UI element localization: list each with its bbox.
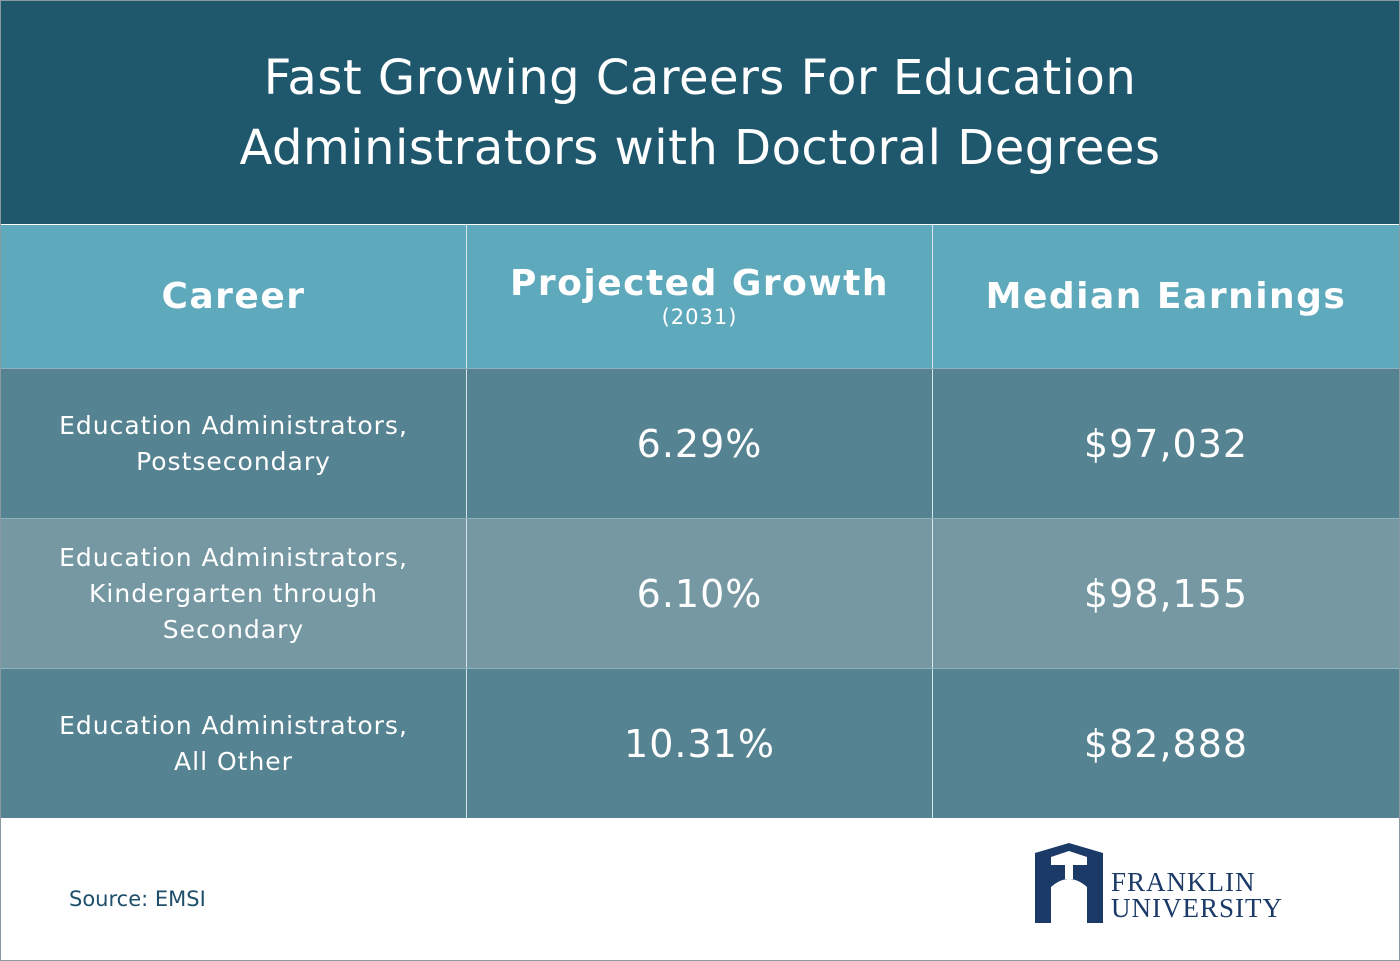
value-cell: $97,032 bbox=[933, 369, 1399, 518]
logo-text: FRANKLIN UNIVERSITY bbox=[1111, 867, 1283, 923]
career-cell: Education Administrators, All Other bbox=[1, 669, 467, 818]
table-row: Education Administrators, Postsecondary 6.… bbox=[1, 368, 1399, 518]
column-label: Career bbox=[161, 276, 306, 317]
career-line: Education Administrators, bbox=[59, 542, 408, 572]
logo-line: FRANKLIN bbox=[1111, 867, 1256, 897]
column-header-row: Career Projected Growth (2031) Median Ear… bbox=[1, 225, 1399, 368]
cell-value: $97,032 bbox=[1083, 421, 1249, 466]
career-line: Kindergarten through bbox=[89, 578, 378, 608]
career-cell: Education Administrators, Postsecondary bbox=[1, 369, 467, 518]
cell-value: $98,155 bbox=[1083, 571, 1249, 616]
value-cell: 6.29% bbox=[467, 369, 933, 518]
table-row: Education Administrators, All Other 10.31%… bbox=[1, 668, 1399, 818]
value-cell: 10.31% bbox=[467, 669, 933, 818]
cell-value: 10.31% bbox=[624, 721, 775, 766]
career-cell: Education Administrators, Kindergarten th… bbox=[1, 519, 467, 668]
column-label: Projected Growth bbox=[509, 263, 890, 304]
value-cell: $98,155 bbox=[933, 519, 1399, 668]
column-header: Median Earnings bbox=[933, 225, 1399, 368]
cell-value: 6.10% bbox=[636, 571, 763, 616]
column-label: Median Earnings bbox=[985, 276, 1347, 317]
logo-line: UNIVERSITY bbox=[1111, 893, 1283, 923]
value-cell: 6.10% bbox=[467, 519, 933, 668]
column-header: Career bbox=[1, 225, 467, 368]
cell-value: $82,888 bbox=[1083, 721, 1249, 766]
source: Source: EMSI bbox=[69, 887, 206, 911]
career-line: All Other bbox=[174, 746, 293, 776]
table-row: Education Administrators, Kindergarten th… bbox=[1, 518, 1399, 668]
column-header: Projected Growth (2031) bbox=[467, 225, 933, 368]
title-line: Fast Growing Careers For Education bbox=[263, 49, 1137, 106]
career-line: Education Administrators, bbox=[59, 710, 408, 740]
cell-value: 6.29% bbox=[636, 421, 763, 466]
career-line: Secondary bbox=[162, 614, 305, 644]
career-line: Postsecondary bbox=[136, 446, 331, 476]
title-line: Administrators with Doctoral Degrees bbox=[239, 119, 1161, 176]
logo-mark bbox=[1035, 843, 1103, 923]
value-cell: $82,888 bbox=[933, 669, 1399, 818]
header: Fast Growing Careers For Education Admin… bbox=[1, 1, 1399, 224]
column-note: (2031) bbox=[661, 305, 738, 329]
career-line: Education Administrators, bbox=[59, 410, 408, 440]
